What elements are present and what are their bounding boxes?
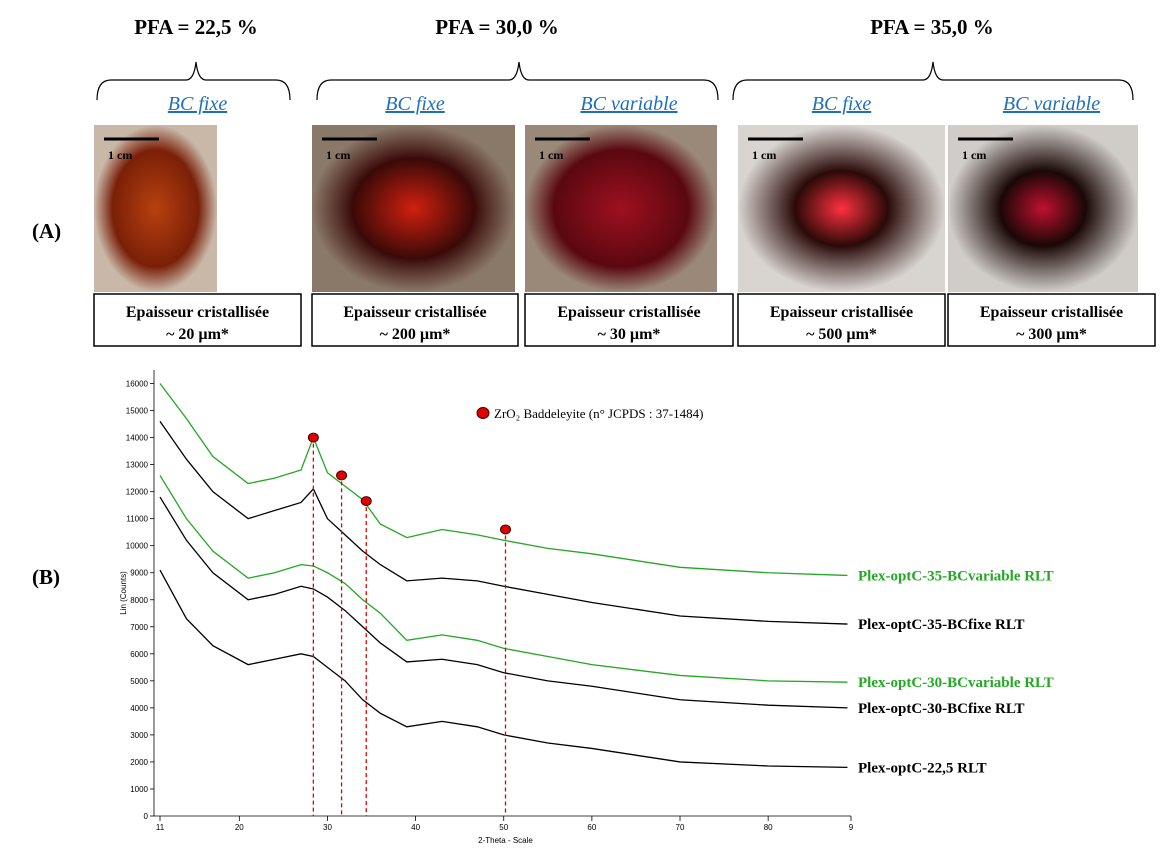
scale-label: 1 cm	[752, 148, 776, 162]
thickness-box	[93, 293, 302, 347]
condition-label: BC variable	[580, 93, 677, 115]
x-tick-label: 30	[323, 823, 332, 832]
peak-marker	[500, 524, 511, 535]
sample-photo	[525, 125, 717, 292]
scale-label: 1 cm	[108, 148, 132, 162]
y-tick-label: 6000	[130, 650, 148, 659]
y-tick-label: 15000	[126, 407, 149, 416]
y-tick-label: 8000	[130, 596, 148, 605]
x-axis-label: 2-Theta - Scale	[478, 836, 533, 845]
peak-marker	[360, 496, 372, 507]
y-tick-label: 13000	[126, 461, 149, 470]
legend-marker	[476, 407, 490, 419]
series-label: Plex-optC-22,5 RLT	[858, 760, 987, 776]
condition-label: BC fixe	[385, 93, 445, 115]
thickness-text: ~ 500 µm*	[806, 326, 877, 343]
y-tick-label: 1000	[130, 785, 148, 794]
xrd-pattern	[159, 496, 848, 709]
series-label: Plex-optC-35-BCvariable RLT	[858, 568, 1054, 584]
group-title: PFA = 35,0 %	[870, 15, 994, 39]
x-tick-label: 40	[411, 823, 420, 832]
y-axis-label: Lin (Counts)	[119, 571, 128, 615]
y-tick-label: 4000	[130, 704, 148, 713]
thickness-text: ~ 30 µm*	[598, 326, 661, 343]
peak-marker	[336, 470, 348, 481]
x-tick-label: 50	[499, 823, 508, 832]
panel-label: (A)	[32, 219, 61, 243]
thickness-text: Epaisseur cristallisée	[557, 304, 700, 321]
xrd-pattern	[159, 475, 848, 683]
brace	[732, 61, 1134, 101]
series-label: Plex-optC-30-BCvariable RLT	[858, 675, 1054, 691]
x-tick-label: 80	[764, 823, 773, 832]
peak-marker	[307, 432, 319, 443]
sample-photo	[738, 125, 945, 292]
y-tick-label: 7000	[130, 623, 148, 632]
thickness-box	[524, 293, 734, 347]
thickness-text: Epaisseur cristallisée	[770, 304, 913, 321]
thickness-box	[947, 293, 1156, 347]
thickness-text: ~ 200 µm*	[380, 326, 451, 343]
xrd-pattern	[159, 383, 848, 577]
xrd-pattern	[159, 569, 848, 768]
thickness-text: Epaisseur cristallisée	[980, 304, 1123, 321]
x-tick-label: 11	[156, 823, 165, 832]
thickness-text: Epaisseur cristallisée	[343, 304, 486, 321]
group-title: PFA = 22,5 %	[134, 15, 258, 39]
brace	[316, 61, 719, 101]
y-tick-label: 12000	[126, 488, 149, 497]
thickness-box	[311, 293, 519, 347]
panel-label: (B)	[32, 565, 60, 589]
legend-text: ZrO₂ Baddeleyite (n° JCPDS : 37-1484)	[494, 406, 703, 421]
y-tick-label: 11000	[126, 515, 148, 524]
xrd-pattern	[159, 420, 848, 625]
brace	[96, 61, 291, 101]
x-tick-label: 60	[587, 823, 596, 832]
y-tick-label: 2000	[130, 758, 148, 767]
condition-label: BC variable	[1003, 93, 1100, 115]
y-tick-label: 9000	[130, 569, 148, 578]
series-label: Plex-optC-35-BCfixe RLT	[858, 617, 1025, 633]
thickness-text: ~ 300 µm*	[1016, 326, 1087, 343]
thickness-box	[737, 293, 946, 347]
series-label: Plex-optC-30-BCfixe RLT	[858, 701, 1025, 717]
y-tick-label: 14000	[126, 434, 149, 443]
group-title: PFA = 30,0 %	[435, 15, 559, 39]
sample-photo	[312, 125, 515, 292]
x-tick-label: 9	[849, 823, 854, 832]
thickness-text: ~ 20 µm*	[166, 326, 229, 343]
x-tick-label: 20	[235, 823, 244, 832]
condition-label: BC fixe	[812, 93, 872, 115]
x-tick-label: 70	[676, 823, 685, 832]
y-tick-label: 0	[144, 812, 149, 821]
sample-photo	[94, 125, 217, 292]
scale-label: 1 cm	[326, 148, 350, 162]
condition-label: BC fixe	[168, 93, 228, 115]
y-tick-label: 10000	[126, 542, 149, 551]
sample-photo	[948, 125, 1138, 292]
scale-label: 1 cm	[962, 148, 986, 162]
y-tick-label: 3000	[130, 731, 148, 740]
y-tick-label: 5000	[130, 677, 148, 686]
thickness-text: Epaisseur cristallisée	[126, 304, 269, 321]
scale-label: 1 cm	[539, 148, 563, 162]
y-tick-label: 16000	[126, 380, 149, 389]
